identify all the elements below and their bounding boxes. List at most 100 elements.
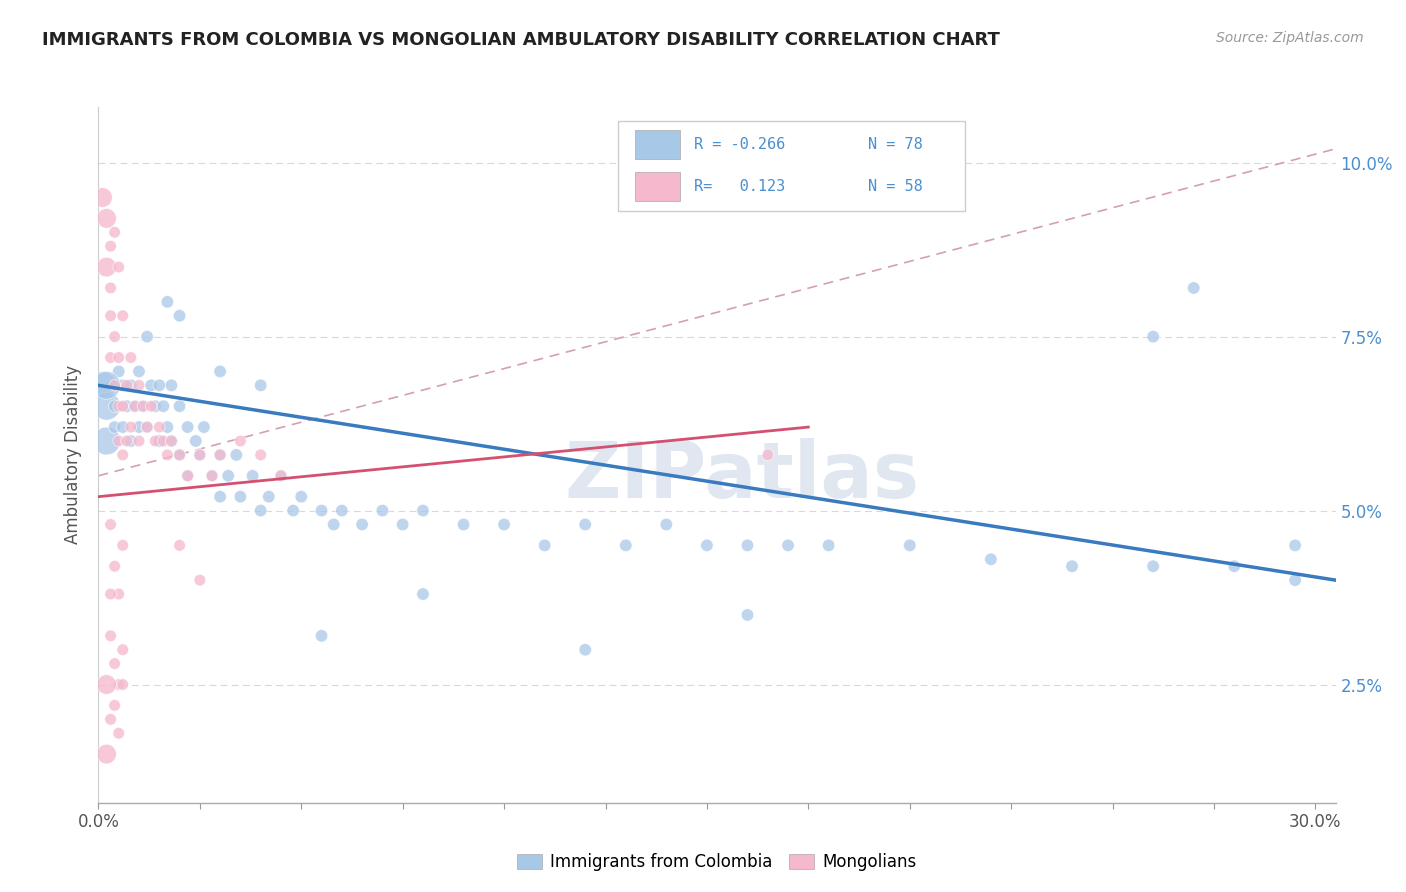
Point bbox=[141, 399, 163, 413]
Point bbox=[169, 448, 191, 462]
Point bbox=[128, 364, 150, 378]
Point bbox=[104, 378, 127, 392]
Point bbox=[352, 517, 374, 532]
Point bbox=[229, 490, 252, 504]
Point bbox=[100, 281, 122, 295]
Point bbox=[209, 448, 232, 462]
Point bbox=[249, 378, 271, 392]
Point bbox=[209, 490, 232, 504]
Point bbox=[242, 468, 264, 483]
Text: R = -0.266: R = -0.266 bbox=[695, 137, 786, 152]
Point bbox=[193, 420, 215, 434]
Point bbox=[184, 434, 207, 448]
Point bbox=[128, 420, 150, 434]
Point bbox=[128, 378, 150, 392]
Point bbox=[104, 225, 127, 239]
Point bbox=[120, 351, 142, 365]
Point bbox=[104, 420, 127, 434]
Point bbox=[412, 503, 434, 517]
Point bbox=[737, 607, 759, 622]
Point bbox=[104, 698, 127, 713]
Point bbox=[980, 552, 1002, 566]
Point bbox=[229, 434, 252, 448]
Point bbox=[104, 399, 127, 413]
Point bbox=[1223, 559, 1246, 574]
Point bbox=[160, 434, 183, 448]
Point bbox=[371, 503, 394, 517]
Point bbox=[655, 517, 678, 532]
Point bbox=[1284, 538, 1306, 552]
Point bbox=[290, 490, 312, 504]
Point bbox=[96, 378, 118, 392]
Point bbox=[111, 399, 134, 413]
Point bbox=[156, 448, 179, 462]
Text: Source: ZipAtlas.com: Source: ZipAtlas.com bbox=[1216, 31, 1364, 45]
Point bbox=[152, 434, 174, 448]
Point bbox=[141, 378, 163, 392]
Point bbox=[817, 538, 839, 552]
Point bbox=[169, 309, 191, 323]
Point bbox=[188, 573, 211, 587]
Point bbox=[124, 399, 146, 413]
Point bbox=[96, 677, 118, 691]
Point bbox=[156, 420, 179, 434]
Point bbox=[1142, 329, 1164, 343]
Point bbox=[111, 378, 134, 392]
Point bbox=[270, 468, 292, 483]
Point bbox=[898, 538, 921, 552]
Point bbox=[614, 538, 637, 552]
Point bbox=[107, 399, 129, 413]
Point bbox=[696, 538, 718, 552]
Point bbox=[1060, 559, 1083, 574]
Point bbox=[148, 434, 170, 448]
Point bbox=[104, 559, 127, 574]
Point bbox=[115, 399, 138, 413]
Point bbox=[176, 420, 198, 434]
Text: N = 58: N = 58 bbox=[868, 178, 922, 194]
Point bbox=[533, 538, 555, 552]
Point bbox=[100, 629, 122, 643]
Point bbox=[249, 503, 271, 517]
Point bbox=[160, 378, 183, 392]
Point bbox=[115, 434, 138, 448]
Point bbox=[453, 517, 475, 532]
Point bbox=[201, 468, 224, 483]
Point bbox=[120, 378, 142, 392]
Point bbox=[107, 351, 129, 365]
Point bbox=[128, 434, 150, 448]
Point bbox=[188, 448, 211, 462]
Point bbox=[100, 351, 122, 365]
Point bbox=[148, 378, 170, 392]
Point bbox=[107, 726, 129, 740]
Point bbox=[169, 538, 191, 552]
Point bbox=[494, 517, 516, 532]
Point bbox=[132, 399, 155, 413]
Point bbox=[756, 448, 779, 462]
FancyBboxPatch shape bbox=[636, 130, 681, 159]
Point bbox=[100, 378, 122, 392]
Point bbox=[1182, 281, 1205, 295]
Point bbox=[91, 190, 114, 204]
Point bbox=[209, 364, 232, 378]
Point bbox=[776, 538, 799, 552]
Point bbox=[107, 434, 129, 448]
Point bbox=[311, 629, 333, 643]
Point bbox=[111, 420, 134, 434]
Point bbox=[120, 420, 142, 434]
Legend: Immigrants from Colombia, Mongolians: Immigrants from Colombia, Mongolians bbox=[510, 847, 924, 878]
Point bbox=[257, 490, 280, 504]
Text: IMMIGRANTS FROM COLOMBIA VS MONGOLIAN AMBULATORY DISABILITY CORRELATION CHART: IMMIGRANTS FROM COLOMBIA VS MONGOLIAN AM… bbox=[42, 31, 1000, 49]
Point bbox=[176, 468, 198, 483]
Point bbox=[111, 642, 134, 657]
Point bbox=[120, 434, 142, 448]
Point bbox=[100, 587, 122, 601]
Point bbox=[107, 364, 129, 378]
Point bbox=[270, 468, 292, 483]
Point bbox=[209, 448, 232, 462]
Point bbox=[136, 420, 159, 434]
Point bbox=[217, 468, 239, 483]
Text: ZIPatlas: ZIPatlas bbox=[564, 438, 920, 514]
FancyBboxPatch shape bbox=[619, 121, 965, 211]
Point bbox=[322, 517, 344, 532]
Point bbox=[104, 657, 127, 671]
